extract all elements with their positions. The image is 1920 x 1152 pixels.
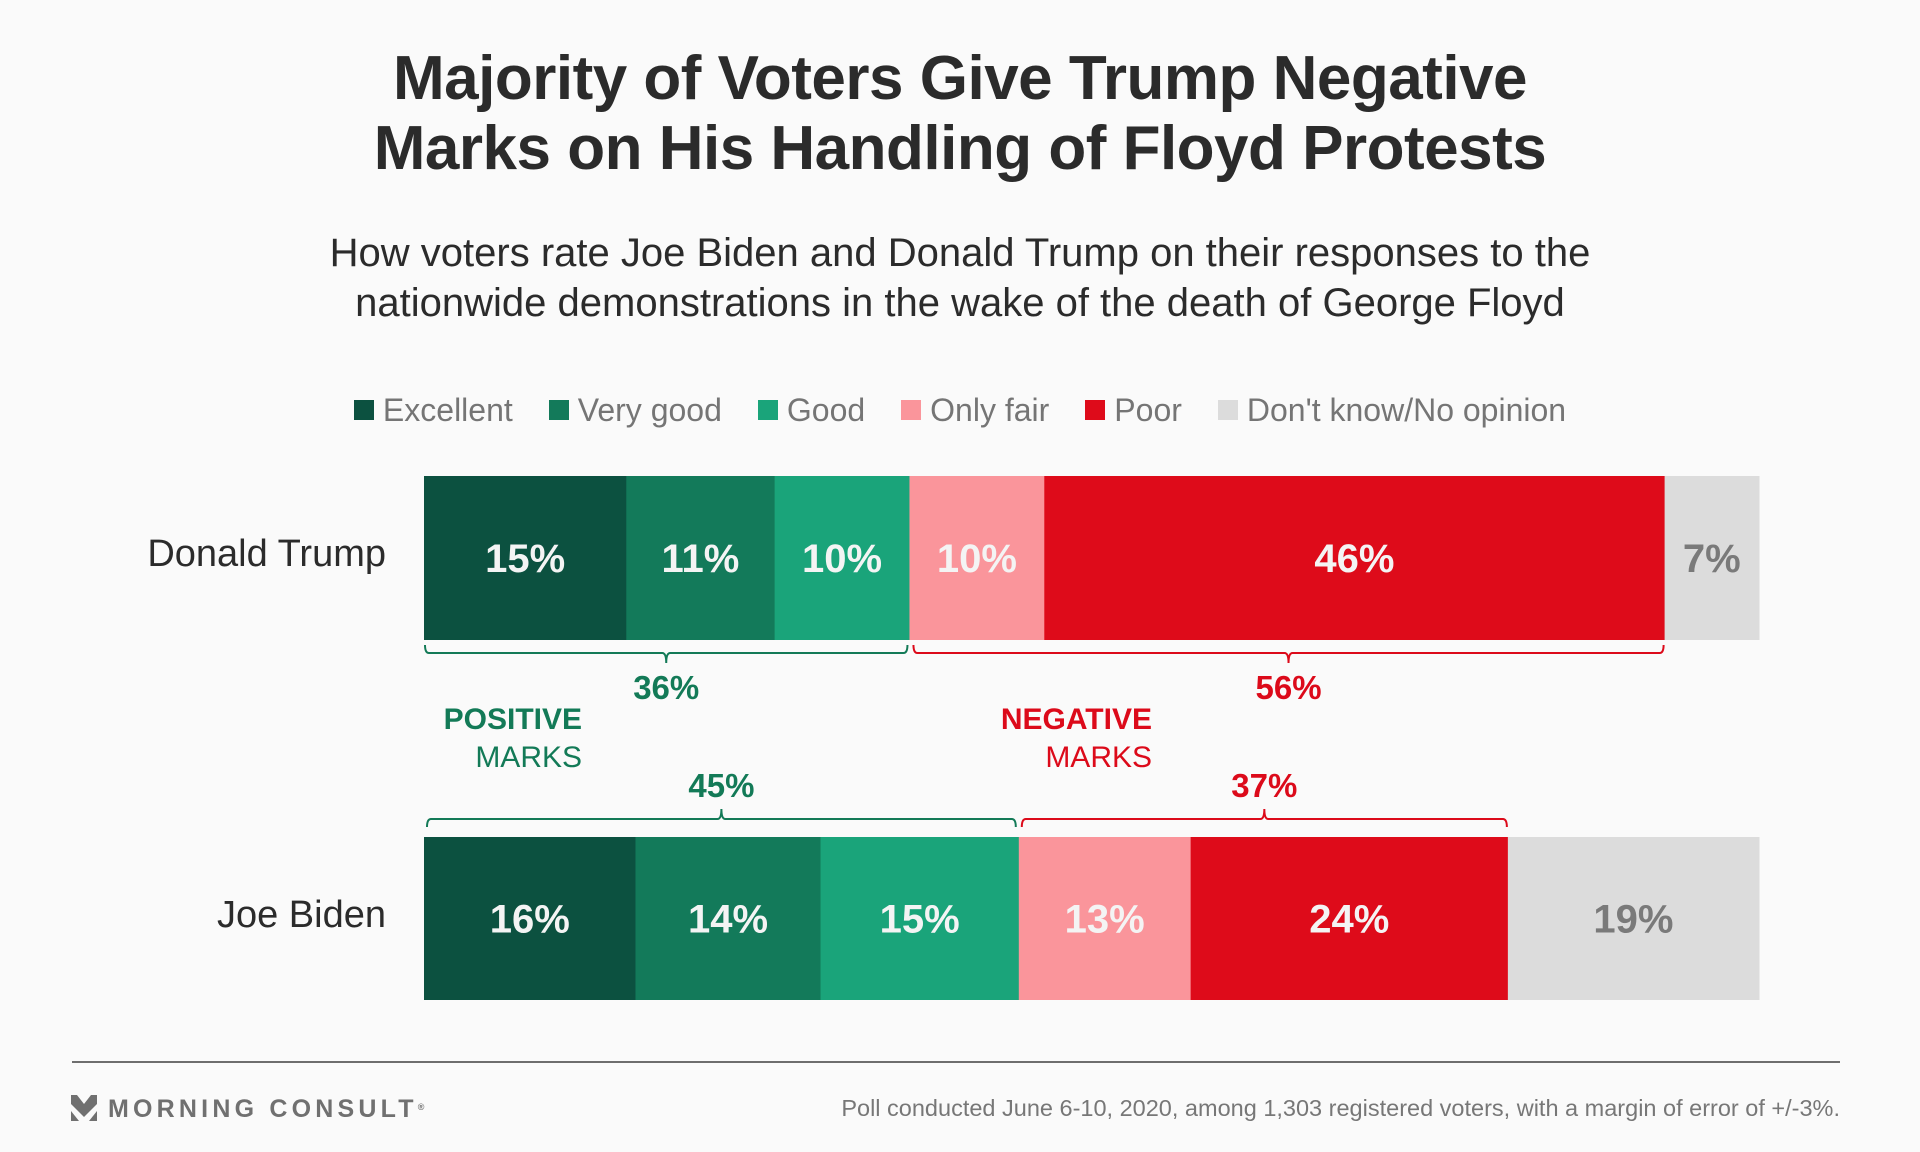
legend-label: Very good bbox=[577, 392, 722, 428]
bar-value-label: 15% bbox=[485, 537, 565, 581]
bar-value-label: 46% bbox=[1314, 537, 1394, 581]
total-positive-biden: 45% bbox=[688, 767, 754, 804]
chart-legend: Excellent Very good Good Only fair Poor Don't… bbox=[0, 390, 1920, 430]
bracket-negative-biden bbox=[1020, 808, 1508, 828]
bar-value-label: 7% bbox=[1683, 537, 1741, 581]
bar-segment-joe-biden-excellent bbox=[424, 837, 636, 1000]
total-negative-trump: 56% bbox=[1255, 669, 1321, 706]
bar-value-label: 10% bbox=[802, 537, 882, 581]
legend-item-excellent: Excellent bbox=[353, 390, 513, 430]
bar-value-label: 11% bbox=[662, 537, 740, 581]
bracket-positive-trump bbox=[424, 644, 909, 664]
registered-mark: ® bbox=[417, 1102, 425, 1112]
brand-name: MORNING CONSULT® bbox=[108, 1094, 424, 1124]
brand-text: MORNING CONSULT bbox=[108, 1095, 418, 1123]
row-label-biden: Joe Biden bbox=[216, 894, 386, 936]
bar-segment-donald-trump-very-good bbox=[626, 476, 776, 640]
bar-value-label: 19% bbox=[1593, 898, 1673, 942]
legend-label: Good bbox=[786, 392, 866, 428]
bar-segment-joe-biden-very-good bbox=[635, 837, 822, 1000]
poll-methodology-note: Poll conducted June 6-10, 2020, among 1,… bbox=[841, 1095, 1840, 1121]
bar-segment-donald-trump-poor bbox=[1044, 476, 1666, 640]
bar-segment-joe-biden-don-t-know-no-opinion bbox=[1507, 837, 1760, 1000]
total-positive-trump: 36% bbox=[633, 669, 699, 706]
bracket-negative-trump bbox=[912, 644, 1665, 664]
bar-segment-joe-biden-good bbox=[820, 837, 1020, 1000]
bar-value-label: 15% bbox=[880, 898, 960, 942]
bar-value-label: 10% bbox=[937, 537, 1017, 581]
chart-title-line-2: Marks on His Handling of Floyd Protests bbox=[373, 114, 1547, 183]
bar-segment-donald-trump-excellent bbox=[424, 476, 627, 640]
chart-subtitle-line-2: nationwide demonstrations in the wake of… bbox=[355, 281, 1565, 325]
legend-swatch bbox=[757, 400, 778, 420]
legend-swatch bbox=[353, 400, 374, 420]
legend-swatch bbox=[1085, 400, 1106, 420]
chart-title-line-1: Majority of Voters Give Trump Negative bbox=[392, 44, 1528, 113]
legend-label: Poor bbox=[1114, 392, 1182, 428]
legend-label: Don't know/No opinion bbox=[1246, 392, 1567, 428]
legend-swatch bbox=[548, 400, 569, 420]
negative-marks-label: MARKS bbox=[1045, 741, 1152, 774]
legend-item-poor: Poor bbox=[1085, 390, 1182, 430]
legend-item-good: Good bbox=[757, 390, 866, 430]
legend-item-very-good: Very good bbox=[548, 390, 722, 430]
total-negative-biden: 37% bbox=[1231, 767, 1297, 804]
chart-subtitle-line-1: How voters rate Joe Biden and Donald Tru… bbox=[329, 231, 1591, 275]
bar-segment-joe-biden-poor bbox=[1190, 837, 1509, 1000]
bar-segment-donald-trump-only-fair bbox=[909, 476, 1045, 640]
morning-consult-logo-icon bbox=[71, 1095, 97, 1121]
bar-value-label: 24% bbox=[1309, 898, 1389, 942]
bar-value-label: 16% bbox=[490, 898, 570, 942]
chart-subtitle: How voters rate Joe Biden and Donald Tru… bbox=[0, 228, 1920, 328]
negative-marks-label-bold: NEGATIVE bbox=[1001, 703, 1152, 736]
legend-swatch bbox=[901, 400, 922, 420]
legend-swatch bbox=[1217, 400, 1238, 420]
legend-item-don-t-know-no-opinion: Don't know/No opinion bbox=[1217, 390, 1567, 430]
legend-item-only-fair: Only fair bbox=[901, 390, 1049, 430]
bar-segment-donald-trump-don-t-know-no-opinion bbox=[1664, 476, 1760, 640]
chart-title: Majority of Voters Give Trump Negative M… bbox=[0, 44, 1920, 184]
bracket-positive-biden bbox=[426, 808, 1017, 828]
positive-marks-label: MARKS bbox=[475, 741, 582, 774]
bar-segment-joe-biden-only-fair bbox=[1018, 837, 1192, 1000]
legend-label: Excellent bbox=[382, 392, 513, 428]
bar-value-label: 14% bbox=[688, 898, 768, 942]
row-label-trump: Donald Trump bbox=[147, 533, 386, 575]
bar-segment-donald-trump-good bbox=[774, 476, 910, 640]
positive-marks-label-bold: POSITIVE bbox=[444, 703, 582, 736]
footer-divider bbox=[72, 1061, 1840, 1063]
legend-label: Only fair bbox=[930, 392, 1050, 428]
bar-value-label: 13% bbox=[1065, 898, 1145, 942]
